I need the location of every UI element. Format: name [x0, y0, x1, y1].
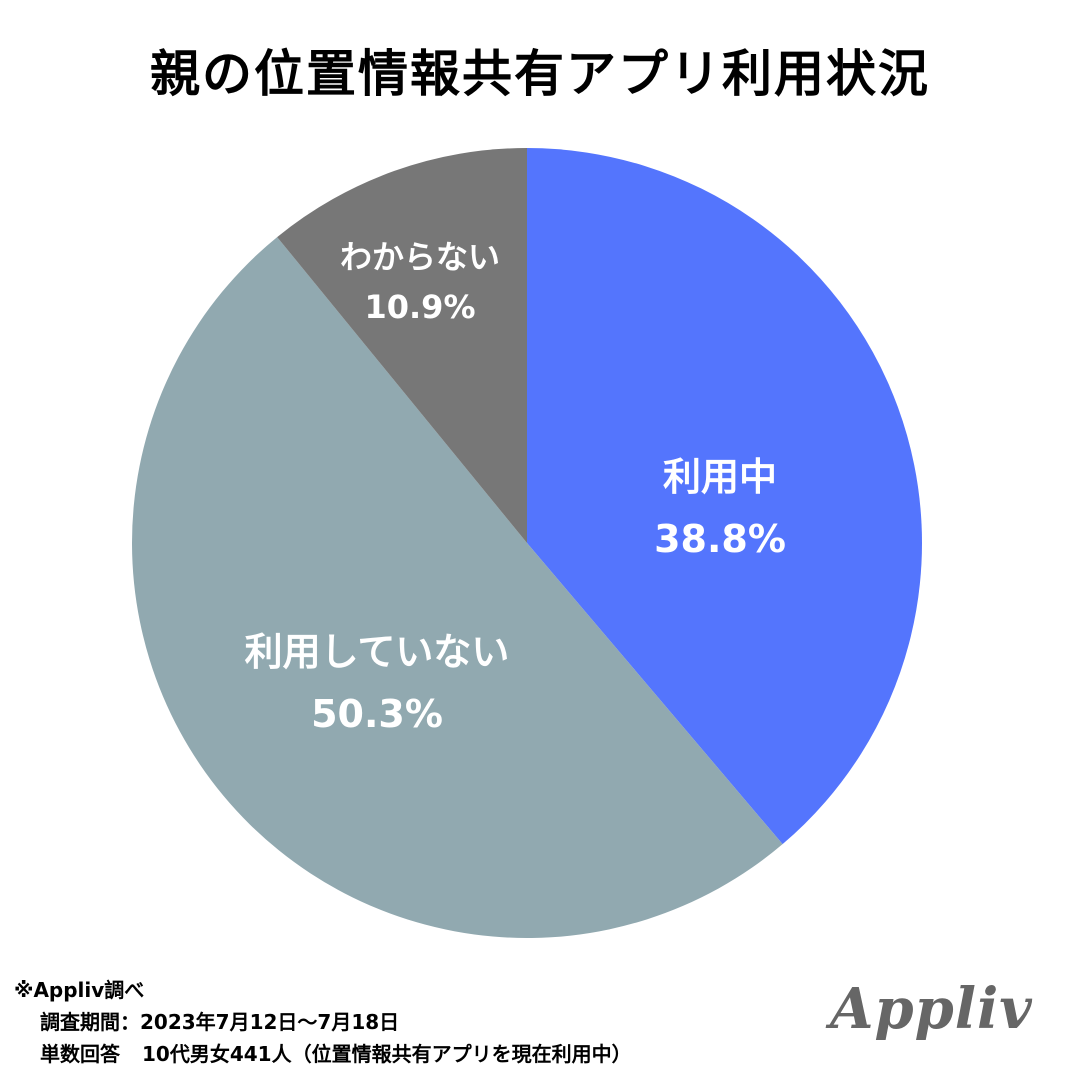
source-note: ※Appliv調べ [14, 978, 145, 1002]
pie-slices [131, 148, 922, 939]
chart-title: 親の位置情報共有アプリ利用状況 [150, 45, 930, 103]
survey-period-label: 調査期間： [40, 1010, 140, 1034]
slice-labels: 利用中 38.8% 利用していない 50.3% わからない 10.9% [245, 238, 786, 736]
survey-sample-label: 単数回答 [40, 1042, 120, 1066]
slice-value-label: 10.9% [364, 288, 475, 326]
slice-value-label: 38.8% [654, 517, 786, 561]
survey-sample-value: 10代男女441人（位置情報共有アプリを現在利用中） [142, 1042, 632, 1066]
survey-footnote: ※Appliv調べ 調査期間：2023年7月12日〜7月18日 単数回答 10代男… [14, 974, 632, 1070]
pie-slice-2 [131, 237, 783, 939]
pie-slice-3 [277, 148, 527, 543]
pie-slice-1 [527, 148, 922, 845]
slice-name-label: 利用中 [663, 455, 777, 499]
survey-sample: 単数回答 10代男女441人（位置情報共有アプリを現在利用中） [14, 1038, 632, 1070]
survey-period: 調査期間：2023年7月12日〜7月18日 [14, 1006, 632, 1038]
survey-period-value: 2023年7月12日〜7月18日 [140, 1010, 400, 1034]
slice-name-label: 利用していない [245, 630, 510, 674]
slice-name-label: わからない [340, 238, 500, 276]
appliv-logo: Appliv [830, 976, 1033, 1042]
slice-value-label: 50.3% [311, 692, 443, 736]
